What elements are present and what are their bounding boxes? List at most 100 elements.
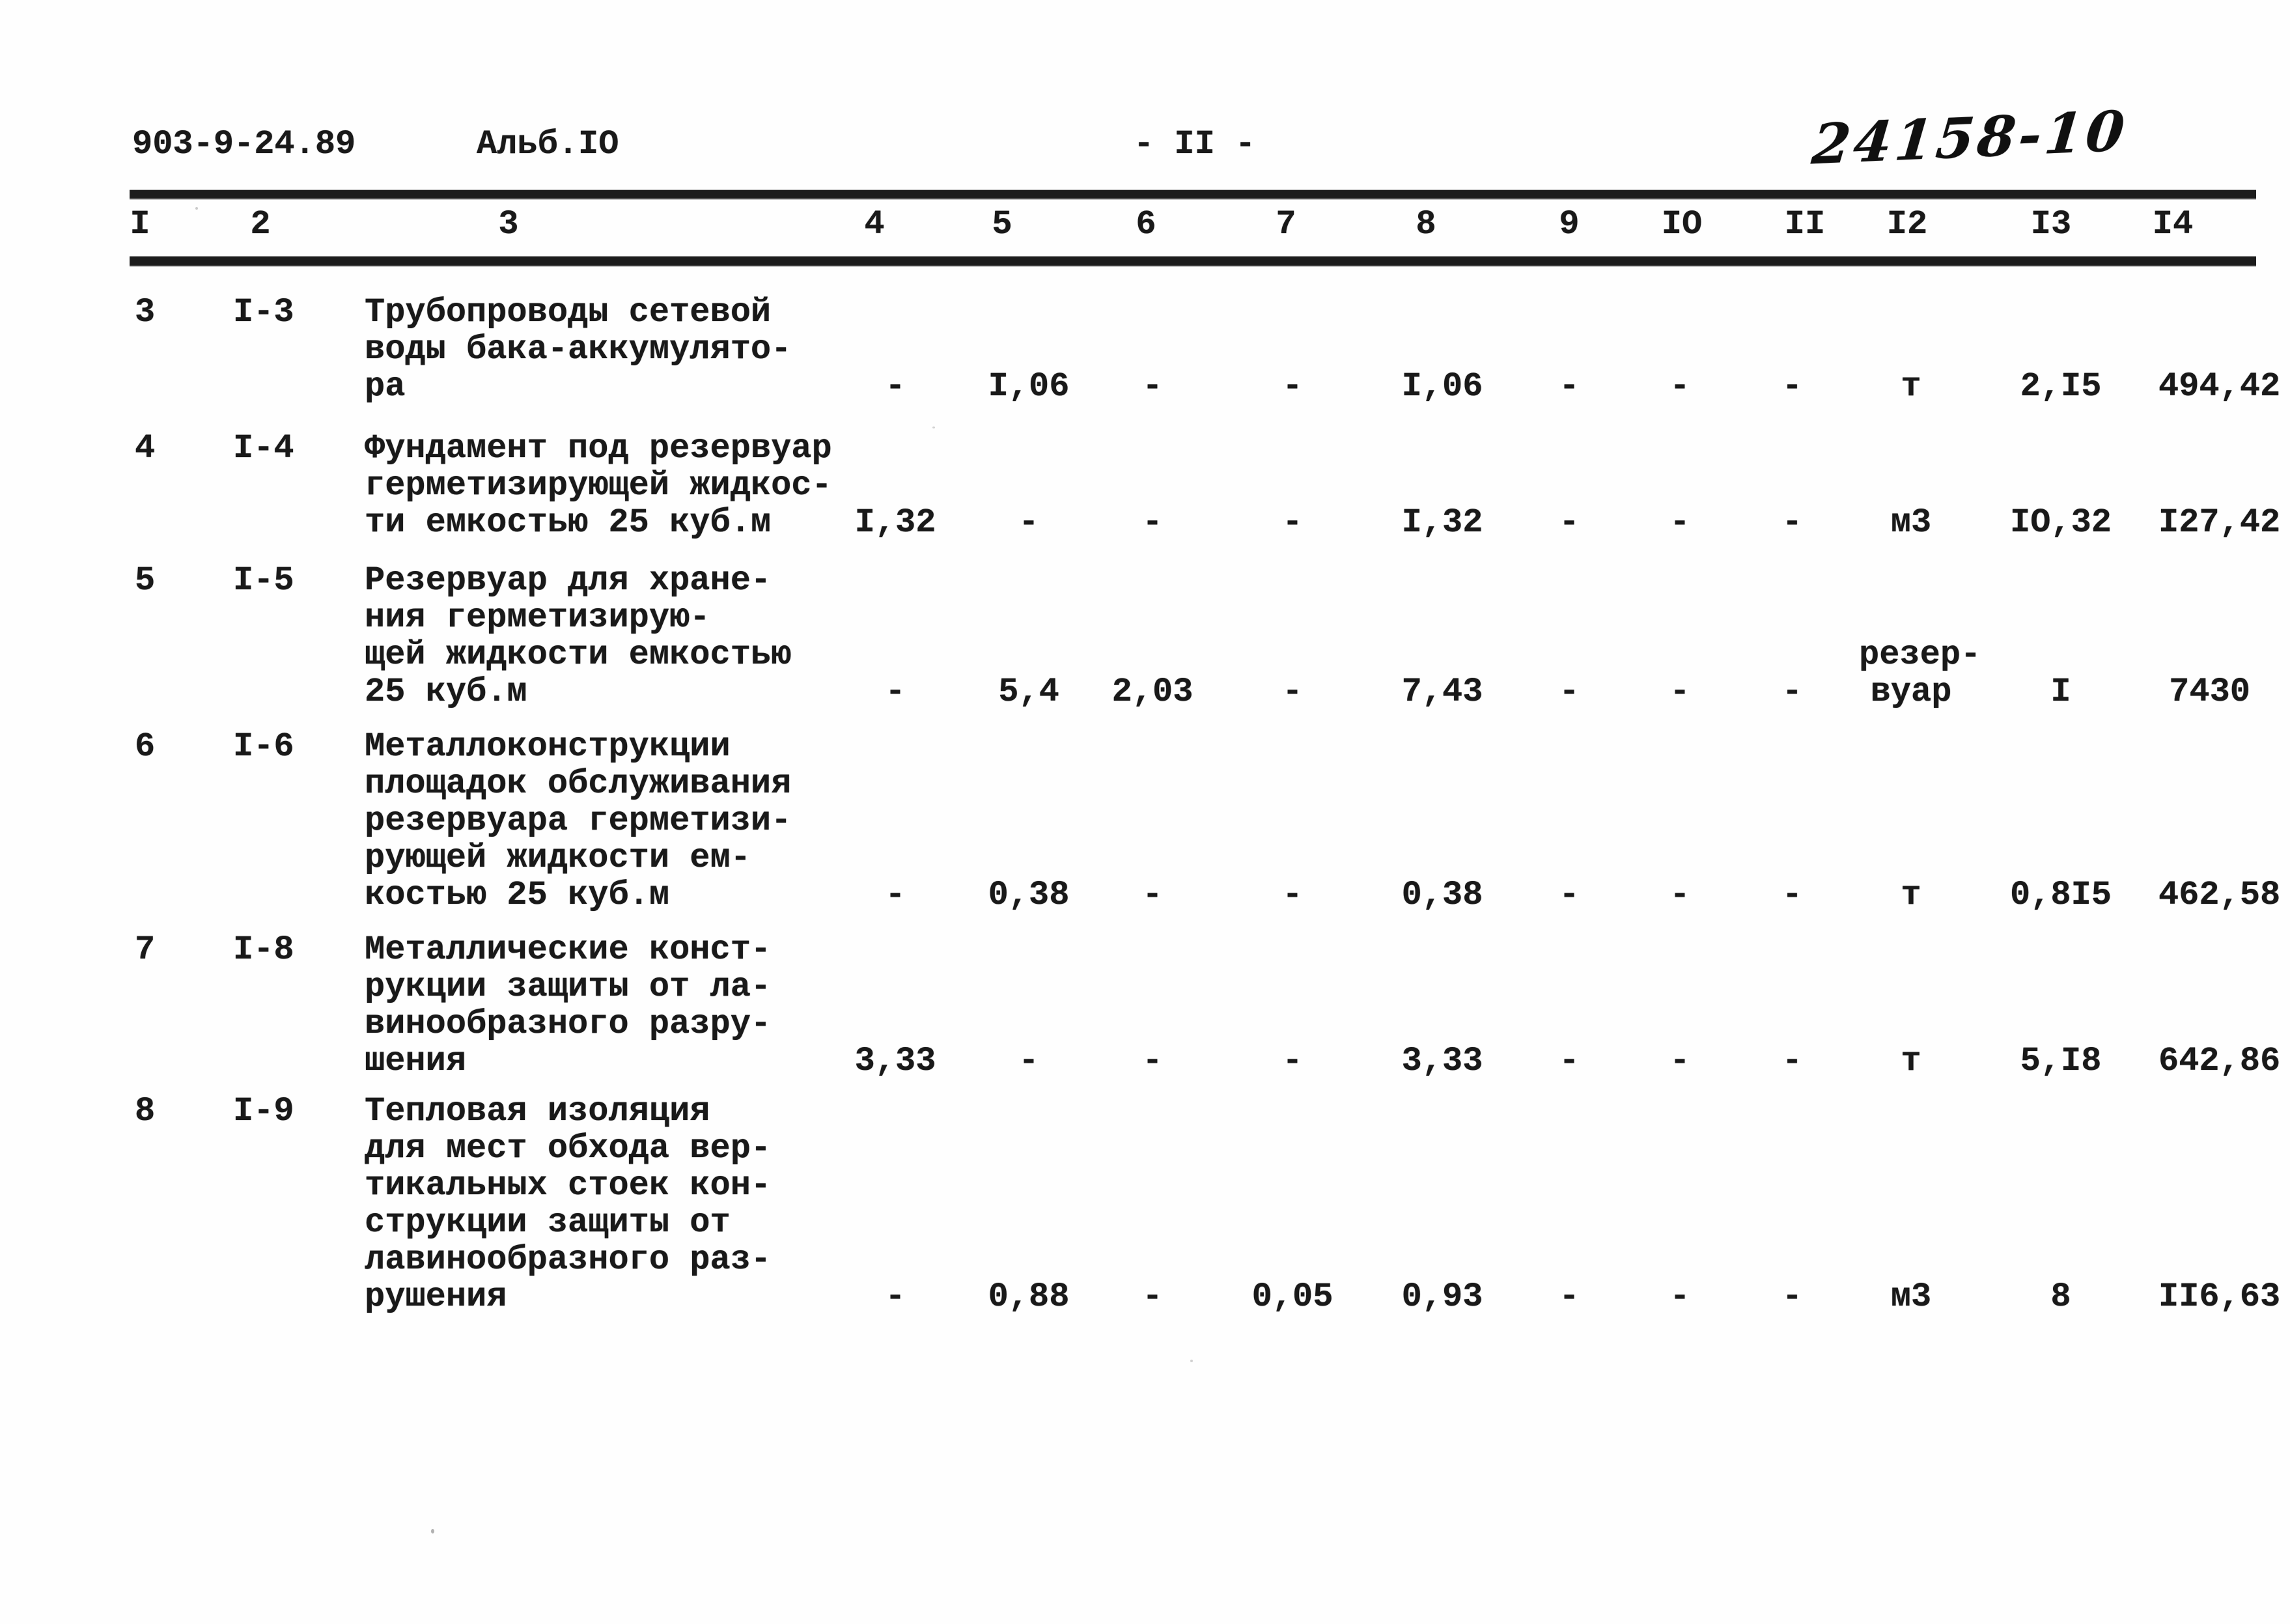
cell-col14: II6,63 bbox=[2158, 1278, 2281, 1316]
cell-col13: 5,I8 bbox=[2020, 1042, 2102, 1080]
cell-unit: м3 bbox=[1890, 1278, 1932, 1316]
table-row: 4 I-4 Фундамент под резервуар герметизир… bbox=[130, 429, 2281, 542]
cell-estimate-code: I-8 bbox=[233, 931, 294, 969]
cell-unit: резер- вуар bbox=[1859, 636, 1981, 711]
cell-col14: 7430 bbox=[2169, 673, 2250, 711]
cell-col11: - bbox=[1781, 673, 1803, 711]
cell-col4: I,32 bbox=[854, 503, 936, 542]
cell-col6: - bbox=[1142, 1278, 1163, 1316]
column-header-8: 8 bbox=[1416, 205, 1436, 244]
cell-col8: I,32 bbox=[1401, 503, 1483, 542]
cell-col10: - bbox=[1669, 673, 1690, 711]
cell-col5: 5,4 bbox=[998, 673, 1059, 711]
cell-col7: 0,05 bbox=[1251, 1278, 1334, 1316]
cell-col13: 2,I5 bbox=[2020, 367, 2102, 406]
cell-col9: - bbox=[1559, 673, 1580, 711]
cell-col10: - bbox=[1669, 876, 1690, 914]
column-header-4: 4 bbox=[864, 205, 885, 244]
cell-col11: - bbox=[1781, 367, 1803, 406]
cell-col14: 462,58 bbox=[2158, 876, 2281, 914]
cell-row-number: 6 bbox=[135, 727, 156, 766]
table-header-rule bbox=[130, 257, 2256, 266]
cell-col7: - bbox=[1282, 367, 1303, 406]
cell-col10: - bbox=[1669, 1042, 1690, 1080]
cell-col4: - bbox=[885, 673, 906, 711]
column-header-1: I bbox=[130, 205, 150, 244]
page-number: - II - bbox=[1134, 125, 1256, 163]
cell-col13: 0,8I5 bbox=[2009, 876, 2112, 914]
cell-col10: - bbox=[1669, 367, 1690, 406]
cell-col11: - bbox=[1781, 1042, 1803, 1080]
cell-unit: т bbox=[1901, 367, 1921, 406]
table-top-rule bbox=[130, 190, 2256, 199]
cell-row-number: 5 bbox=[135, 561, 156, 600]
cell-estimate-code: I-9 bbox=[233, 1092, 294, 1130]
cell-col5: - bbox=[1018, 1042, 1039, 1080]
cell-col6: - bbox=[1142, 367, 1163, 406]
cell-col7: - bbox=[1282, 876, 1303, 914]
table-body: 3 I-3 Трубопроводы сетевой воды бака-акк… bbox=[130, 293, 2281, 1316]
noise-speck bbox=[431, 1529, 434, 1533]
table-row: 7 I-8 Металлические конст- рукции защиты… bbox=[130, 931, 2281, 1080]
cell-col10: - bbox=[1669, 503, 1690, 542]
cell-row-number: 3 bbox=[135, 293, 156, 331]
cell-unit: м3 bbox=[1890, 503, 1932, 542]
cell-col7: - bbox=[1282, 673, 1303, 711]
cell-col14: 642,86 bbox=[2158, 1042, 2281, 1080]
cell-col13: IO,32 bbox=[2009, 503, 2112, 542]
cell-row-number: 4 bbox=[135, 429, 156, 468]
cell-col14: 494,42 bbox=[2158, 367, 2281, 406]
column-header-12: I2 bbox=[1886, 205, 1928, 244]
table-row: 6 I-6 Металлоконструкции площадок обслуж… bbox=[130, 727, 2281, 914]
document-number: 903-9-24.89 bbox=[132, 125, 356, 163]
cell-col4: - bbox=[885, 1278, 906, 1316]
cell-col9: - bbox=[1559, 367, 1580, 406]
cell-col7: - bbox=[1282, 1042, 1303, 1080]
cell-col13: I bbox=[2050, 673, 2071, 711]
cell-col4: - bbox=[885, 876, 906, 914]
cell-estimate-code: I-3 bbox=[233, 293, 294, 331]
cell-col8: I,06 bbox=[1401, 367, 1483, 406]
cell-description: Трубопроводы сетевой воды бака-аккумулят… bbox=[365, 293, 792, 406]
cell-col6: - bbox=[1142, 876, 1163, 914]
cell-unit: т bbox=[1901, 876, 1921, 914]
album-label: Альб.IO bbox=[477, 125, 619, 163]
column-header-10: IO bbox=[1661, 205, 1703, 244]
table-row: 8 I-9 Тепловая изоляция для мест обхода … bbox=[130, 1092, 2281, 1316]
cell-col9: - bbox=[1559, 1278, 1580, 1316]
cell-estimate-code: I-4 bbox=[233, 429, 294, 468]
column-header-3: 3 bbox=[498, 205, 519, 244]
cell-col8: 7,43 bbox=[1401, 673, 1483, 711]
noise-speck bbox=[932, 427, 935, 428]
cell-description: Фундамент под резервуар герметизирующей … bbox=[365, 429, 832, 542]
cell-col9: - bbox=[1559, 503, 1580, 542]
cell-col8: 3,33 bbox=[1401, 1042, 1483, 1080]
cell-col13: 8 bbox=[2050, 1278, 2071, 1316]
column-header-14: I4 bbox=[2152, 205, 2194, 244]
cell-col11: - bbox=[1781, 876, 1803, 914]
cell-description: Резервуар для хране- ния герметизирую- щ… bbox=[365, 561, 792, 711]
cell-col5: 0,38 bbox=[988, 876, 1070, 914]
cell-estimate-code: I-5 bbox=[233, 561, 294, 600]
column-header-11: II bbox=[1784, 205, 1826, 244]
cell-col11: - bbox=[1781, 1278, 1803, 1316]
cell-col5: 0,88 bbox=[988, 1278, 1070, 1316]
cell-row-number: 7 bbox=[135, 931, 156, 969]
column-header-13: I3 bbox=[2030, 205, 2072, 244]
handwritten-inventory-number: 24158-10 bbox=[1809, 98, 2130, 177]
cell-col6: 2,03 bbox=[1111, 673, 1194, 711]
cell-description: Металлоконструкции площадок обслуживания… bbox=[365, 727, 792, 914]
cell-col6: - bbox=[1142, 1042, 1163, 1080]
cell-col14: I27,42 bbox=[2158, 503, 2281, 542]
noise-speck bbox=[195, 207, 198, 210]
cell-description: Металлические конст- рукции защиты от ла… bbox=[365, 931, 772, 1080]
cell-estimate-code: I-6 bbox=[233, 727, 294, 766]
column-header-2: 2 bbox=[250, 205, 271, 244]
cell-col8: 0,93 bbox=[1401, 1278, 1483, 1316]
table-row: 3 I-3 Трубопроводы сетевой воды бака-акк… bbox=[130, 293, 2281, 406]
cell-col5: - bbox=[1018, 503, 1039, 542]
table-row: 5 I-5 Резервуар для хране- ния герметизи… bbox=[130, 562, 2253, 710]
column-header-9: 9 bbox=[1559, 205, 1580, 244]
cell-col4: 3,33 bbox=[854, 1042, 936, 1080]
